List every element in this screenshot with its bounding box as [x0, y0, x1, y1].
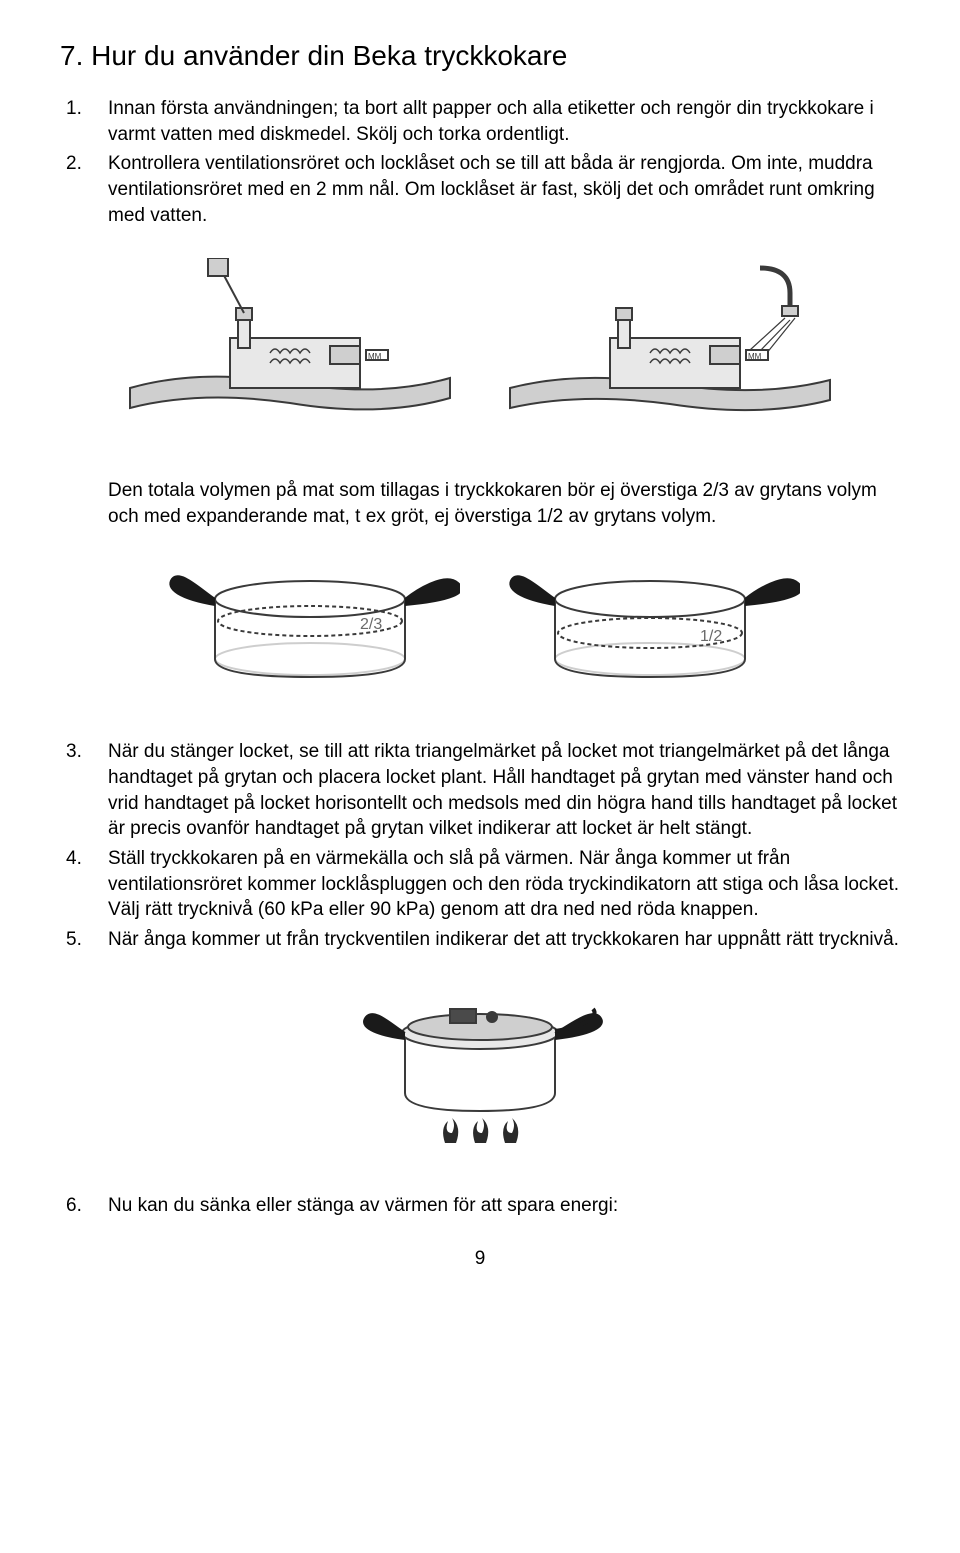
list-text-6: Nu kan du sänka eller stänga av värmen f…	[108, 1193, 900, 1219]
list-text-4: Ställ tryckkokaren på en värmekälla och …	[108, 846, 900, 923]
list-item-6: 6. Nu kan du sänka eller stänga av värme…	[60, 1193, 900, 1219]
section-title: 7. Hur du använder din Beka tryckkokare	[60, 40, 900, 72]
cooker-flame-diagram	[350, 983, 610, 1153]
pot-label-right: 1/2	[700, 628, 722, 645]
volume-paragraph: Den totala volymen på mat som tillagas i…	[108, 478, 900, 529]
list-text-2: Kontrollera ventilationsröret och locklå…	[108, 151, 900, 228]
pot-label-left: 2/3	[360, 616, 382, 633]
list-item-5: 5. När ånga kommer ut från tryckventilen…	[60, 927, 900, 953]
list-text-1: Innan första användningen; ta bort allt …	[108, 96, 900, 147]
pot-one-half: 1/2	[500, 559, 800, 699]
list-item-1: 1. Innan första användningen; ta bort al…	[60, 96, 900, 147]
list-block-1: 1. Innan första användningen; ta bort al…	[60, 96, 900, 228]
list-block-3: 6. Nu kan du sänka eller stänga av värme…	[60, 1193, 900, 1219]
list-text-3: När du stänger locket, se till att rikta…	[108, 739, 900, 842]
valve-diagram-left: MM	[120, 258, 460, 438]
list-num-5: 5.	[60, 927, 108, 953]
list-num-3: 3.	[60, 739, 108, 842]
valve-diagram-right: MM	[500, 258, 840, 438]
page-number: 9	[60, 1248, 900, 1270]
svg-text:MM: MM	[748, 352, 762, 361]
list-item-2: 2. Kontrollera ventilationsröret och loc…	[60, 151, 900, 228]
list-text-5: När ånga kommer ut från tryckventilen in…	[108, 927, 900, 953]
list-item-4: 4. Ställ tryckkokaren på en värmekälla o…	[60, 846, 900, 923]
list-num-1: 1.	[60, 96, 108, 147]
illustration-row-cooker	[60, 983, 900, 1153]
illustration-row-valve: MM MM	[60, 258, 900, 438]
list-num-6: 6.	[60, 1193, 108, 1219]
list-item-3: 3. När du stänger locket, se till att ri…	[60, 739, 900, 842]
list-num-4: 4.	[60, 846, 108, 923]
svg-text:MM: MM	[368, 352, 382, 361]
list-num-2: 2.	[60, 151, 108, 228]
pot-two-thirds: 2/3	[160, 559, 460, 699]
illustration-row-pots: 2/3 1/2	[60, 559, 900, 699]
list-block-2: 3. När du stänger locket, se till att ri…	[60, 739, 900, 952]
